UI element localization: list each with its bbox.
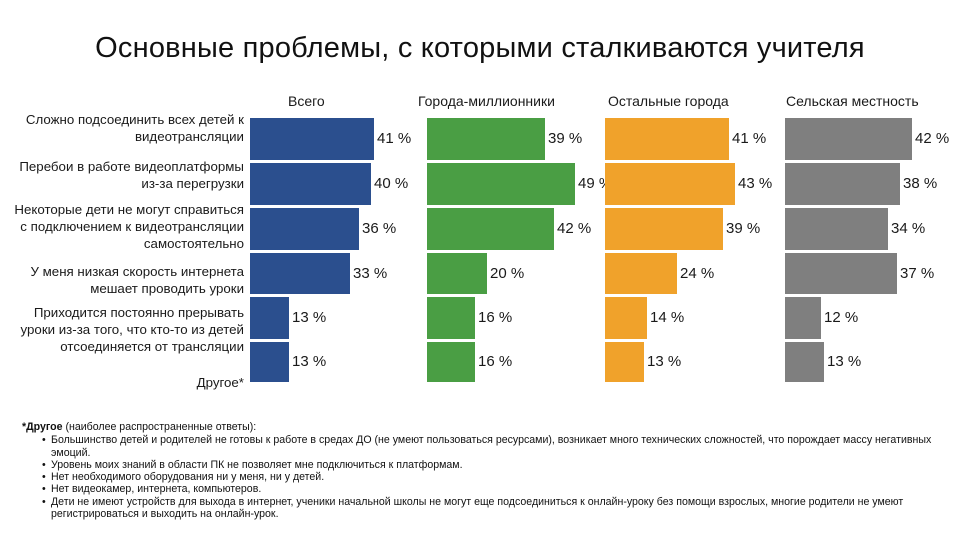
series-header: Сельская местность: [786, 93, 919, 109]
category-label-line: уроки из-за того, что кто-то из детей: [20, 322, 244, 337]
bar: [785, 118, 912, 160]
bar: [427, 342, 475, 382]
value-label: 39 %: [548, 130, 583, 147]
value-label: 20 %: [490, 264, 525, 282]
footnote-item: Дети не имеют устройств для выхода в инт…: [42, 496, 942, 521]
bar: [785, 297, 821, 339]
bar: [250, 342, 289, 382]
bar: [605, 253, 677, 294]
value-label: 49 %: [578, 175, 613, 192]
category-label-line: Сложно подсоединить всех детей к: [25, 112, 244, 127]
value-label: 14 %: [650, 309, 685, 326]
value-label: 13 %: [292, 353, 327, 370]
value-label: 24 %: [680, 264, 715, 282]
value-label: 41 %: [732, 130, 767, 147]
series-header: Всего: [288, 93, 325, 109]
category-label-line: отсоединяется от трансляции: [60, 339, 244, 354]
footnote-item: Уровень моих знаний в области ПК не позв…: [42, 459, 942, 472]
footnote-item: Большинство детей и родителей не готовы …: [42, 434, 942, 459]
bar: [427, 208, 554, 250]
category-label-line: самостоятельно: [143, 236, 244, 251]
value-label: 12 %: [824, 309, 859, 326]
category-label: Сложно подсоединить всех детей к видеотра…: [0, 111, 244, 145]
value-label: 36 %: [362, 220, 397, 237]
value-label: 42 %: [557, 220, 592, 237]
bar: [427, 297, 475, 339]
value-label: 13 %: [292, 309, 327, 326]
value-label: 38 %: [903, 175, 938, 192]
series-header: Остальные города: [608, 93, 729, 109]
bar: [250, 163, 371, 205]
series-header: Города-миллионники: [418, 93, 555, 109]
value-label: 42 %: [915, 130, 950, 147]
bar: [427, 118, 545, 160]
footnote-item: Нет видеокамер, интернета, компьютеров.: [42, 483, 942, 496]
bar: [605, 342, 644, 382]
bar: [250, 297, 289, 339]
category-label-line: видеотрансляции: [134, 129, 244, 144]
value-label: 43 %: [738, 175, 773, 192]
value-label: 13 %: [647, 353, 682, 370]
category-label: У меня низкая скорость интернета мешает п…: [0, 263, 244, 297]
bar: [785, 208, 888, 250]
category-label-line: Приходится постоянно прерывать: [33, 305, 244, 320]
footnote-list: Большинство детей и родителей не готовы …: [22, 434, 942, 520]
bar: [605, 118, 729, 160]
bar: [785, 163, 900, 205]
category-label-line: Другое*: [196, 375, 244, 390]
category-label: Другое*: [0, 374, 244, 391]
category-label-line: У меня низкая скорость интернета: [30, 264, 244, 279]
value-label: 41 %: [377, 130, 412, 147]
value-label: 37 %: [900, 264, 935, 282]
bar: [605, 208, 723, 250]
bar: [605, 163, 735, 205]
value-label: 16 %: [478, 353, 513, 370]
value-label: 33 %: [353, 264, 388, 282]
footnote-item: Нет необходимого оборудования ни у меня,…: [42, 471, 942, 484]
footnote: *Другое (наиболее распространенные ответ…: [22, 421, 942, 520]
footnote-heading-rest: (наиболее распространенные ответы):: [62, 421, 257, 433]
value-label: 40 %: [374, 175, 409, 192]
bar: [785, 253, 897, 294]
value-label: 39 %: [726, 220, 761, 237]
category-label-line: с подключением к видеотрансляции: [20, 219, 244, 234]
chart-title: Основные проблемы, с которыми сталкивают…: [95, 32, 865, 64]
category-label-line: Некоторые дети не могут справиться: [14, 202, 244, 217]
category-label-line: мешает проводить уроки: [90, 281, 244, 296]
value-label: 16 %: [478, 309, 513, 326]
bar: [605, 297, 647, 339]
value-label: 34 %: [891, 220, 926, 237]
category-label: Перебои в работе видеоплатформы из-за пер…: [0, 158, 244, 192]
bar: [250, 118, 374, 160]
bar: [785, 342, 824, 382]
bar: [250, 253, 350, 294]
category-label-line: из-за перегрузки: [141, 176, 244, 191]
footnote-marker: *Другое: [22, 421, 63, 433]
category-label: Некоторые дети не могут справиться с подк…: [0, 201, 244, 252]
value-label: 13 %: [827, 353, 862, 370]
bar: [427, 163, 575, 205]
footnote-heading: *Другое (наиболее распространенные ответ…: [22, 421, 942, 433]
category-label: Приходится постоянно прерывать уроки из-з…: [0, 304, 244, 355]
bar: [250, 208, 359, 250]
bar: [427, 253, 487, 294]
category-label-line: Перебои в работе видеоплатформы: [19, 159, 244, 174]
